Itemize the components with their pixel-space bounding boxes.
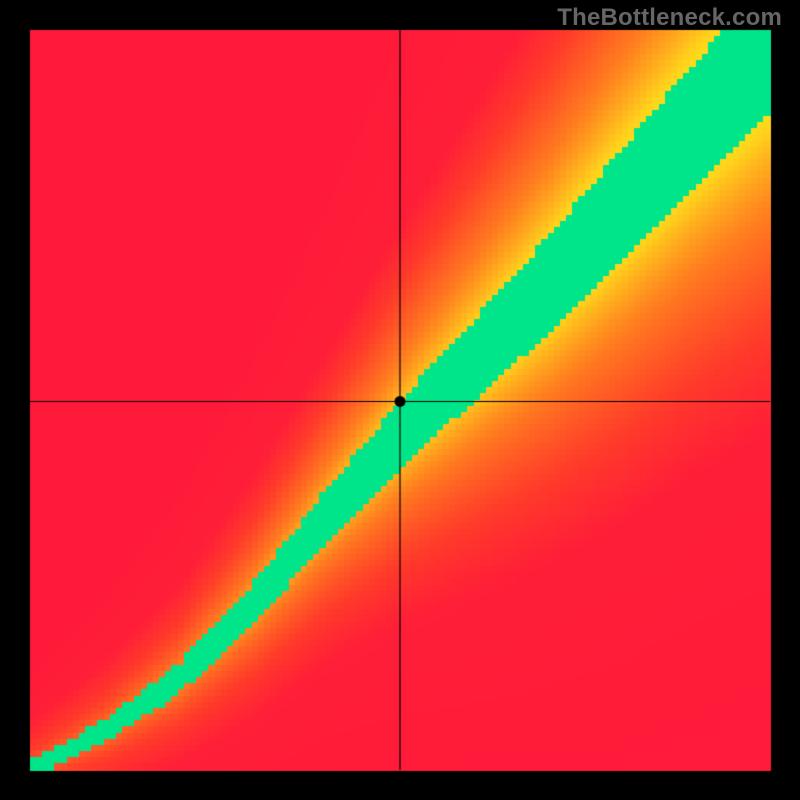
chart-container: TheBottleneck.com — [0, 0, 800, 800]
bottleneck-heatmap-canvas — [0, 0, 800, 800]
watermark-text: TheBottleneck.com — [557, 4, 782, 32]
